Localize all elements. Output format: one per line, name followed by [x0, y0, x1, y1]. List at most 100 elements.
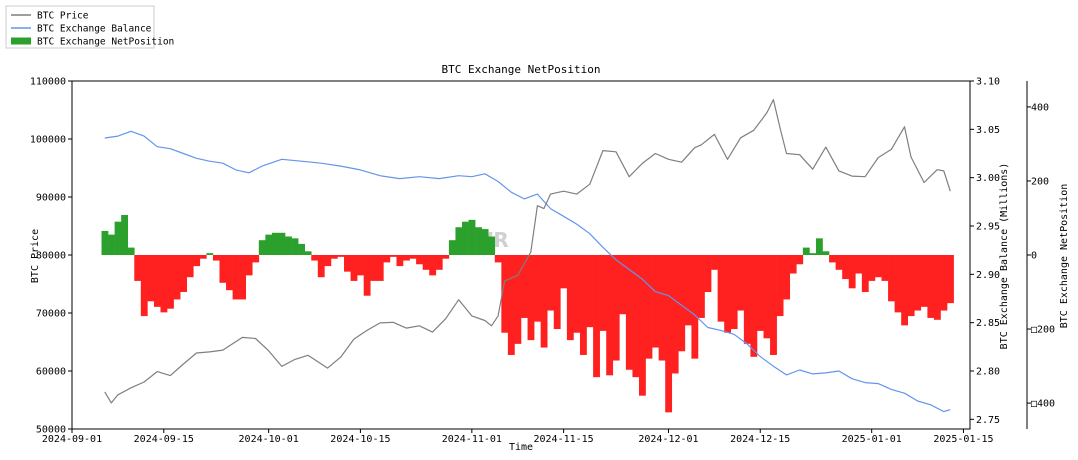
net-position-bar	[658, 255, 666, 361]
net-position-bar	[455, 227, 463, 255]
y-right1-tick-label: 2.85	[976, 318, 1000, 329]
legend-entry-label: BTC Exchange Balance	[37, 23, 152, 34]
net-position-bar	[691, 255, 699, 359]
net-position-bar	[239, 255, 246, 300]
net-position-bar	[121, 215, 129, 255]
net-position-bar	[514, 255, 522, 344]
net-position-bar	[258, 240, 266, 255]
net-position-bar	[153, 255, 161, 307]
y-left-tick-label: 110000	[30, 77, 66, 88]
net-position-bar	[114, 221, 122, 255]
y-left-axis-label: BTC Price	[30, 229, 41, 283]
net-position-bar	[186, 255, 194, 278]
net-position-bar	[848, 255, 856, 289]
net-position-bar	[212, 255, 220, 261]
y-right1-tick-label: 2.80	[976, 367, 1000, 378]
net-position-bar	[232, 255, 240, 300]
legend-entry-label: BTC Exchange NetPosition	[37, 36, 174, 47]
net-position-bar	[835, 255, 843, 270]
net-position-bar	[193, 255, 201, 267]
net-position-bar	[894, 255, 902, 313]
net-position-bar	[304, 251, 312, 255]
net-position-bar	[697, 255, 705, 318]
net-position-bar	[770, 255, 777, 355]
net-position-bar	[468, 219, 476, 255]
net-position-bar	[724, 255, 732, 333]
net-position-bar	[311, 255, 319, 261]
net-position-bar	[855, 255, 863, 274]
net-position-bar	[219, 255, 227, 283]
net-position-bar	[167, 255, 174, 309]
net-position-bar	[717, 255, 725, 322]
y-right1-tick-label: 3.10	[976, 77, 1000, 88]
net-position-bar	[920, 255, 928, 307]
net-position-bar	[933, 255, 941, 320]
net-position-bar	[494, 255, 502, 263]
net-position-bar	[678, 255, 686, 352]
net-position-bar	[481, 229, 489, 255]
y-left-tick-label: 80000	[36, 251, 66, 262]
net-position-bar	[442, 255, 450, 259]
x-tick-label: 2024-09-01	[42, 434, 102, 445]
net-position-bar	[888, 255, 895, 302]
net-position-bar	[730, 255, 738, 330]
x-tick-label: 2025-01-15	[933, 434, 993, 445]
net-position-bar	[324, 255, 332, 267]
net-position-bar	[317, 255, 325, 278]
net-position-bar	[881, 255, 889, 281]
net-position-bar	[737, 255, 745, 311]
net-position-bar	[271, 232, 279, 255]
y-right1-tick-label: 2.75	[976, 415, 1000, 426]
net-position-bar	[579, 255, 587, 355]
net-position-bar	[947, 255, 954, 304]
net-position-bar	[560, 255, 568, 289]
net-position-bar	[278, 232, 286, 255]
net-position-bar	[606, 255, 614, 376]
y-right2-tick-label: □200	[1031, 325, 1055, 336]
net-position-bars	[101, 215, 954, 413]
chart-title: BTC Exchange NetPosition	[442, 63, 601, 76]
net-position-bar	[160, 255, 168, 313]
net-position-bar	[101, 230, 109, 255]
net-position-bar	[829, 255, 836, 263]
net-position-bar	[357, 255, 364, 276]
net-position-bar	[534, 255, 541, 322]
x-tick-label: 2025-01-01	[842, 434, 902, 445]
net-position-bar	[914, 255, 922, 311]
net-position-bar	[645, 255, 653, 359]
y-left-tick-label: 60000	[36, 367, 66, 378]
net-position-bar	[527, 255, 535, 341]
net-position-bar	[652, 255, 659, 348]
x-tick-label: 2024-12-15	[730, 434, 790, 445]
net-position-bar	[822, 251, 830, 255]
net-position-bar	[907, 255, 915, 317]
net-position-bar	[344, 255, 351, 272]
legend-bar-swatch	[11, 37, 31, 45]
net-position-bar	[199, 255, 207, 259]
legend: BTC Price BTC Exchange Balance BTC Exchang…	[5, 5, 174, 49]
y-left-tick-label: 50000	[36, 425, 66, 436]
net-position-bar	[370, 255, 378, 281]
net-position-bar	[671, 255, 679, 374]
y-right1-tick-label: 2.90	[976, 270, 1000, 281]
x-tick-label: 2024-12-01	[638, 434, 698, 445]
net-position-bar	[612, 255, 620, 361]
net-position-bar	[475, 227, 482, 255]
net-position-bar	[599, 255, 607, 331]
net-position-bar	[711, 255, 718, 270]
x-tick-label: 2024-09-15	[134, 434, 194, 445]
net-position-bar	[265, 234, 273, 255]
net-position-bar	[619, 255, 627, 315]
net-position-bar	[376, 255, 384, 281]
net-position-bar	[140, 255, 148, 317]
y-left-tick-label: 100000	[30, 135, 66, 146]
net-position-bar	[409, 255, 417, 259]
net-position-bar	[291, 238, 299, 255]
y-right1-tick-label: 2.95	[976, 222, 1000, 233]
net-position-bar	[573, 255, 581, 333]
net-position-bar	[940, 255, 948, 311]
net-position-bar	[704, 255, 712, 293]
net-position-bar	[173, 255, 181, 300]
net-position-bar	[389, 255, 397, 257]
